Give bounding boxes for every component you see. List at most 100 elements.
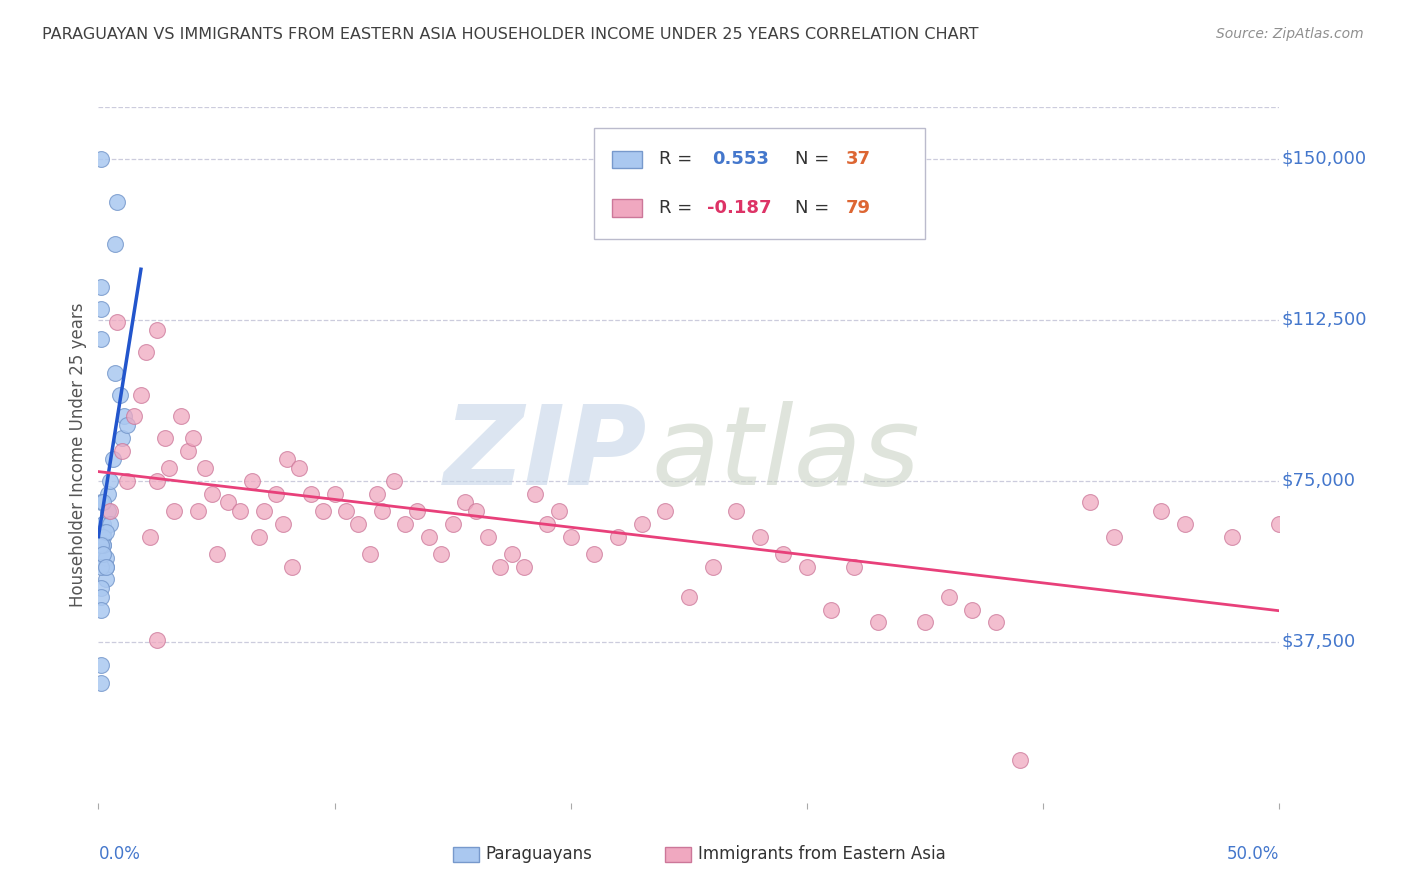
Point (702, 559, 724, 574)
Point (146, 474, 169, 488)
Point (181, 431, 204, 445)
Point (91, 547, 114, 561)
Point (94, 525, 117, 540)
Point (253, 504, 276, 518)
Point (406, 504, 429, 518)
Point (90, 301, 112, 316)
Text: ZIP: ZIP (444, 401, 648, 508)
Text: -0.187: -0.187 (707, 199, 770, 217)
Point (1080, 495, 1102, 509)
Point (1268, 516, 1291, 531)
Point (299, 486, 322, 500)
Point (371, 504, 394, 518)
Point (347, 516, 370, 531)
Bar (612, 199, 641, 217)
Point (163, 504, 186, 518)
Point (501, 547, 523, 561)
Point (725, 504, 748, 518)
Point (94, 559, 117, 574)
Point (264, 486, 287, 500)
Point (984, 615, 1007, 630)
Point (844, 559, 866, 574)
Point (177, 443, 200, 458)
Text: N =: N = (796, 199, 835, 217)
Point (90, 495, 112, 509)
Point (607, 529, 630, 543)
Point (1102, 529, 1125, 543)
Point (90, 280, 112, 294)
Text: Source: ZipAtlas.com: Source: ZipAtlas.com (1216, 27, 1364, 41)
Text: 0.0%: 0.0% (98, 845, 141, 863)
Point (111, 443, 134, 458)
Point (630, 516, 652, 531)
Point (153, 431, 176, 445)
Point (157, 460, 180, 475)
Point (796, 559, 818, 574)
Point (98, 504, 121, 518)
Point (97, 486, 120, 500)
Text: atlas: atlas (651, 401, 920, 508)
Point (1220, 529, 1243, 543)
Point (536, 516, 558, 531)
Point (1174, 516, 1197, 531)
Point (91, 538, 114, 552)
Point (312, 504, 335, 518)
Point (91, 529, 114, 543)
Point (90, 675, 112, 690)
Point (276, 452, 298, 467)
Point (240, 474, 263, 488)
Point (1150, 504, 1173, 518)
Point (914, 615, 936, 630)
Point (359, 547, 381, 561)
Point (115, 417, 138, 432)
Text: R =: R = (659, 199, 699, 217)
Text: N =: N = (796, 150, 835, 169)
Point (90, 581, 112, 595)
Point (583, 547, 606, 561)
Point (247, 529, 270, 543)
Point (441, 516, 464, 531)
Point (90, 658, 112, 673)
Point (98, 516, 121, 531)
Y-axis label: Householder Income Under 25 years: Householder Income Under 25 years (69, 302, 87, 607)
Point (524, 486, 547, 500)
Point (90, 332, 112, 346)
Text: 79: 79 (846, 199, 872, 217)
Point (91, 495, 114, 509)
Point (820, 602, 842, 616)
Point (748, 529, 770, 543)
Text: $37,500: $37,500 (1282, 632, 1355, 651)
Point (281, 559, 304, 574)
Point (90, 602, 112, 616)
Text: $75,000: $75,000 (1282, 472, 1355, 490)
Point (335, 504, 357, 518)
Text: Immigrants from Eastern Asia: Immigrants from Eastern Asia (699, 846, 946, 863)
Point (90, 538, 112, 552)
Point (465, 504, 488, 518)
Point (101, 452, 124, 467)
Point (122, 409, 145, 424)
Point (489, 559, 512, 574)
Point (91, 525, 114, 540)
Point (112, 409, 135, 424)
Text: $150,000: $150,000 (1282, 150, 1367, 168)
Point (962, 602, 984, 616)
Point (90, 590, 112, 604)
Point (90, 152, 112, 166)
Bar (453, 847, 478, 862)
Point (229, 504, 252, 518)
Point (654, 504, 676, 518)
Point (105, 194, 128, 209)
Point (91, 538, 114, 552)
Point (97, 504, 120, 518)
Point (94, 573, 117, 587)
Point (108, 388, 131, 402)
Point (938, 590, 960, 604)
Point (288, 460, 311, 475)
Text: 37: 37 (846, 150, 872, 169)
Point (129, 388, 152, 402)
Point (394, 516, 416, 531)
Text: R =: R = (659, 150, 699, 169)
Point (194, 460, 217, 475)
Point (90, 559, 112, 574)
